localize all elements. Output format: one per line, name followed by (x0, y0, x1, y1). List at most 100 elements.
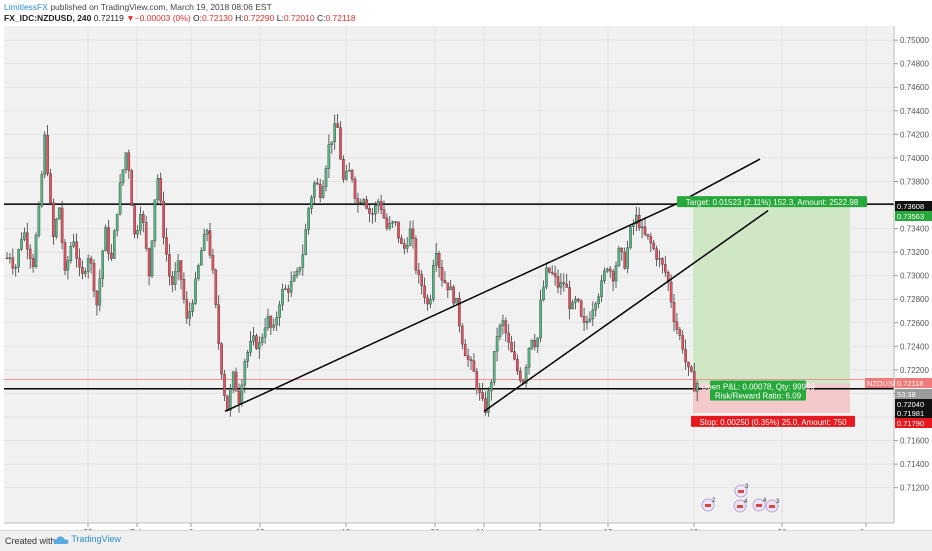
candle-up (658, 258, 661, 260)
candle-up (629, 226, 632, 248)
candle-down (582, 316, 586, 323)
y-tick-label: 0.71400 (900, 460, 929, 469)
candle-up (202, 233, 206, 251)
candle-up (40, 174, 44, 207)
candle-down (208, 230, 212, 256)
candle-up (104, 227, 107, 252)
candle-up (347, 169, 351, 172)
candle-up (530, 339, 534, 349)
price-tag (895, 201, 932, 211)
candle-up (591, 309, 595, 320)
price-tag-label: 0.71981 (897, 409, 924, 418)
flag-stripe (769, 505, 775, 508)
candle-down (255, 335, 258, 349)
y-tick-label: 0.71200 (900, 484, 929, 493)
candle-up (199, 250, 203, 266)
candle-up (153, 199, 157, 242)
candle-up (492, 351, 496, 383)
candle-up (243, 361, 247, 386)
candle-up (391, 221, 395, 224)
candle-up (173, 271, 177, 285)
change-down-icon: ▼ (126, 13, 135, 23)
candle-up (86, 258, 90, 272)
footer: Created with TradingView (0, 530, 932, 551)
candle-down (507, 332, 511, 343)
candle-down (458, 297, 461, 327)
candle-up (43, 134, 46, 175)
candle-down (217, 304, 221, 344)
candle-down (690, 366, 693, 372)
candle-up (121, 169, 125, 184)
candle-down (463, 343, 467, 357)
candle-down (426, 297, 429, 305)
created-with-text: Created with (5, 536, 56, 546)
candle-down (220, 343, 223, 375)
candle-up (432, 264, 435, 300)
candle-down (516, 358, 519, 372)
price-tag-label: 0.72118 (897, 379, 924, 388)
price-tag (895, 378, 932, 388)
candle-down (133, 205, 136, 235)
candle-up (112, 230, 116, 259)
candle-down (223, 373, 226, 396)
candle-up (324, 168, 328, 187)
price-tag (865, 378, 894, 388)
candle-up (527, 348, 531, 368)
candle-up (66, 260, 70, 271)
price-tag-label: 53:38 (897, 390, 916, 399)
candle-down (78, 258, 81, 268)
price-tag (895, 418, 932, 428)
candle-up (272, 324, 276, 328)
price-tag-label: 0.73608 (897, 202, 924, 211)
candle-down (461, 325, 464, 345)
candle-down (179, 260, 183, 280)
brand-label: TradingView (71, 534, 121, 544)
event-count: 2 (712, 498, 716, 504)
time-axis[interactable]: 29 Feb 6 12 19 26 Mar 6 12 19 26 Apr (84, 523, 873, 530)
tradingview-brand[interactable]: TradingView (53, 534, 121, 545)
position-labels: Target: 0.01523 (2.11%) 152.3, Amount: 2… (677, 196, 867, 427)
candle-down (214, 269, 218, 305)
candle-down (446, 282, 450, 291)
low-label: L: (276, 13, 284, 23)
candle-down (371, 213, 374, 215)
x-tick-label: Feb (130, 528, 144, 530)
candle-up (327, 144, 331, 169)
candle-down (5, 257, 9, 260)
candle-up (449, 286, 453, 291)
candle-down (89, 258, 93, 264)
candle-down (49, 173, 52, 203)
candle-up (559, 282, 563, 288)
open-label: O: (193, 13, 203, 23)
y-tick-label: 0.74800 (900, 60, 929, 69)
candle-down (643, 226, 647, 235)
candle-up (635, 214, 638, 224)
candle-up (298, 267, 302, 272)
candle-up (231, 371, 235, 390)
y-tick-label: 0.73000 (900, 272, 929, 281)
x-tick-label: 29 (84, 528, 93, 530)
candle-down (678, 329, 682, 336)
candle-up (495, 336, 499, 352)
candle-down (403, 243, 406, 249)
event-icons[interactable]: 2 3 4 4 3 (701, 484, 780, 513)
candle-up (23, 232, 26, 240)
candle-up (455, 297, 458, 304)
price-chart[interactable]: Target: 0.01523 (2.11%) 152.3, Amount: 2… (0, 0, 932, 530)
trendline[interactable] (483, 210, 769, 412)
candle-down (168, 254, 171, 277)
candle-down (46, 134, 49, 174)
x-tick-label: 12 (604, 528, 613, 530)
candle-down (400, 237, 403, 244)
candle-down (63, 242, 67, 271)
candle-down (130, 170, 134, 206)
flag-stripe (756, 504, 762, 507)
candle-down (661, 258, 664, 265)
candle-down (162, 201, 165, 238)
trendline[interactable] (224, 203, 677, 413)
author-link[interactable]: LimitlessFX (4, 2, 48, 12)
candle-down (92, 263, 96, 292)
candle-up (188, 311, 192, 319)
candle-down (211, 255, 215, 271)
symbol-label: FX_IDC:NZDUSD, 240 (4, 13, 92, 23)
